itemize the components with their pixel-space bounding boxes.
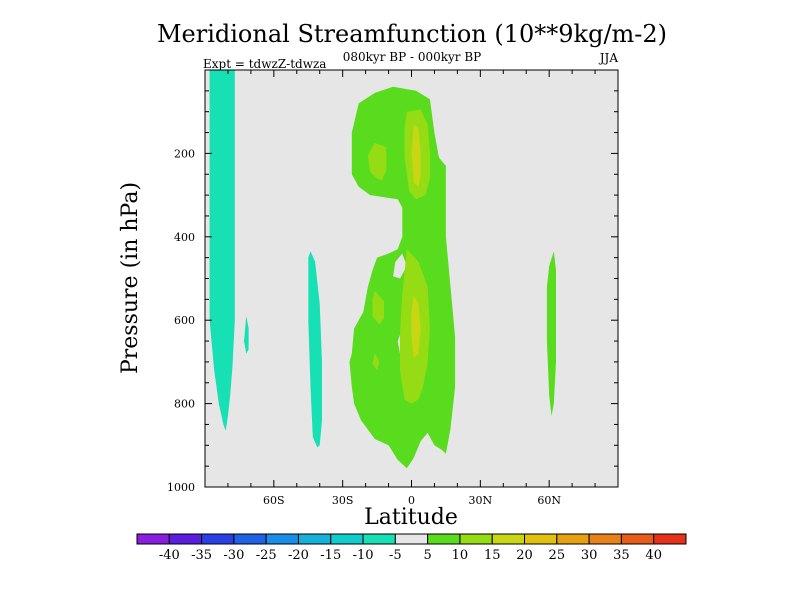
colorbar-swatch: [330, 533, 364, 545]
contour-region-11: [372, 353, 380, 371]
colorbar-label: -20: [288, 548, 309, 563]
contour-region-13: [411, 295, 421, 358]
contour-region-7: [367, 143, 387, 181]
colorbar-swatch: [524, 533, 558, 545]
y-tick-label: 800: [174, 398, 195, 411]
colorbar-swatch: [297, 533, 332, 545]
x-tick-labels: 60S 30S 0 30N 60N: [263, 494, 561, 507]
colorbar-label: 20: [516, 548, 533, 563]
colorbar-swatch: [394, 533, 429, 545]
chart-subtitle: 080kyr BP - 000kyr BP: [343, 50, 481, 64]
contour-region-0: [209, 70, 235, 431]
season-label: JJA: [598, 51, 619, 65]
colorbar-labels: -40 -35 -30 -25 -20 -15 -10 -5 5 10 15 20 25 30 35 40: [159, 548, 662, 563]
colorbar-label: 15: [484, 548, 501, 563]
colorbar-label: -40: [159, 548, 180, 563]
colorbar-label: 30: [581, 548, 598, 563]
x-tick-label: 30S: [332, 494, 354, 507]
colorbar-label: 40: [645, 548, 662, 563]
colorbar-swatch: [556, 533, 590, 545]
x-tick-label: 60N: [537, 494, 561, 507]
colorbar-swatch: [491, 533, 526, 545]
contour-region-5: [393, 253, 407, 279]
colorbar-label: -25: [256, 548, 277, 563]
colorbar-label: -30: [223, 548, 244, 563]
contour-region-1: [244, 316, 249, 354]
plot-frame: [204, 69, 619, 488]
colorbar-label: -35: [191, 548, 212, 563]
x-tick-label: 0: [408, 494, 415, 507]
y-tick-label: 200: [174, 147, 195, 160]
contour-region-12: [411, 124, 421, 187]
contour-region-4: [361, 207, 400, 244]
y-tick-label: 400: [174, 231, 195, 244]
colorbar-label: 5: [424, 548, 432, 563]
colorbar-label: -5: [389, 548, 402, 563]
y-tick-label: 600: [174, 314, 195, 327]
colorbar-swatch: [201, 533, 235, 545]
colorbar-swatch: [620, 533, 655, 545]
colorbar-swatch: [459, 533, 493, 545]
colorbar-label: -15: [320, 548, 341, 563]
colorbar-label: 10: [452, 548, 469, 563]
colorbar-swatch: [588, 533, 622, 545]
colorbar-swatch: [265, 533, 299, 545]
chart-title: Meridional Streamfunction (10**9kg/m-2): [157, 20, 667, 48]
colorbar-swatch: [168, 533, 203, 545]
colorbar-label: -10: [353, 548, 374, 563]
x-tick-label: 60S: [263, 494, 285, 507]
colorbar-swatch: [136, 533, 170, 545]
contour-region-2: [308, 251, 322, 448]
colorbar-label: 25: [549, 548, 566, 563]
y-tick-labels: 200 400 600 800 1000: [167, 147, 195, 494]
colorbar-swatch: [233, 533, 267, 545]
x-tick-label: 30N: [469, 494, 493, 507]
colorbar-swatch: [653, 533, 687, 545]
contour-regions: [209, 70, 556, 469]
experiment-label: Expt = tdwzZ-tdwza: [203, 57, 326, 71]
colorbar-swatch: [362, 533, 396, 545]
y-tick-label: 1000: [167, 481, 195, 494]
y-axis-label: Pressure (in hPa): [118, 182, 143, 374]
contour-region-10: [372, 291, 384, 325]
colorbar-label: 35: [613, 548, 630, 563]
colorbar-swatch: [427, 533, 461, 545]
contour-region-14: [546, 251, 556, 417]
colorbar: [136, 533, 687, 545]
axis-ticks: [205, 70, 618, 487]
x-axis-label: Latitude: [364, 505, 458, 530]
